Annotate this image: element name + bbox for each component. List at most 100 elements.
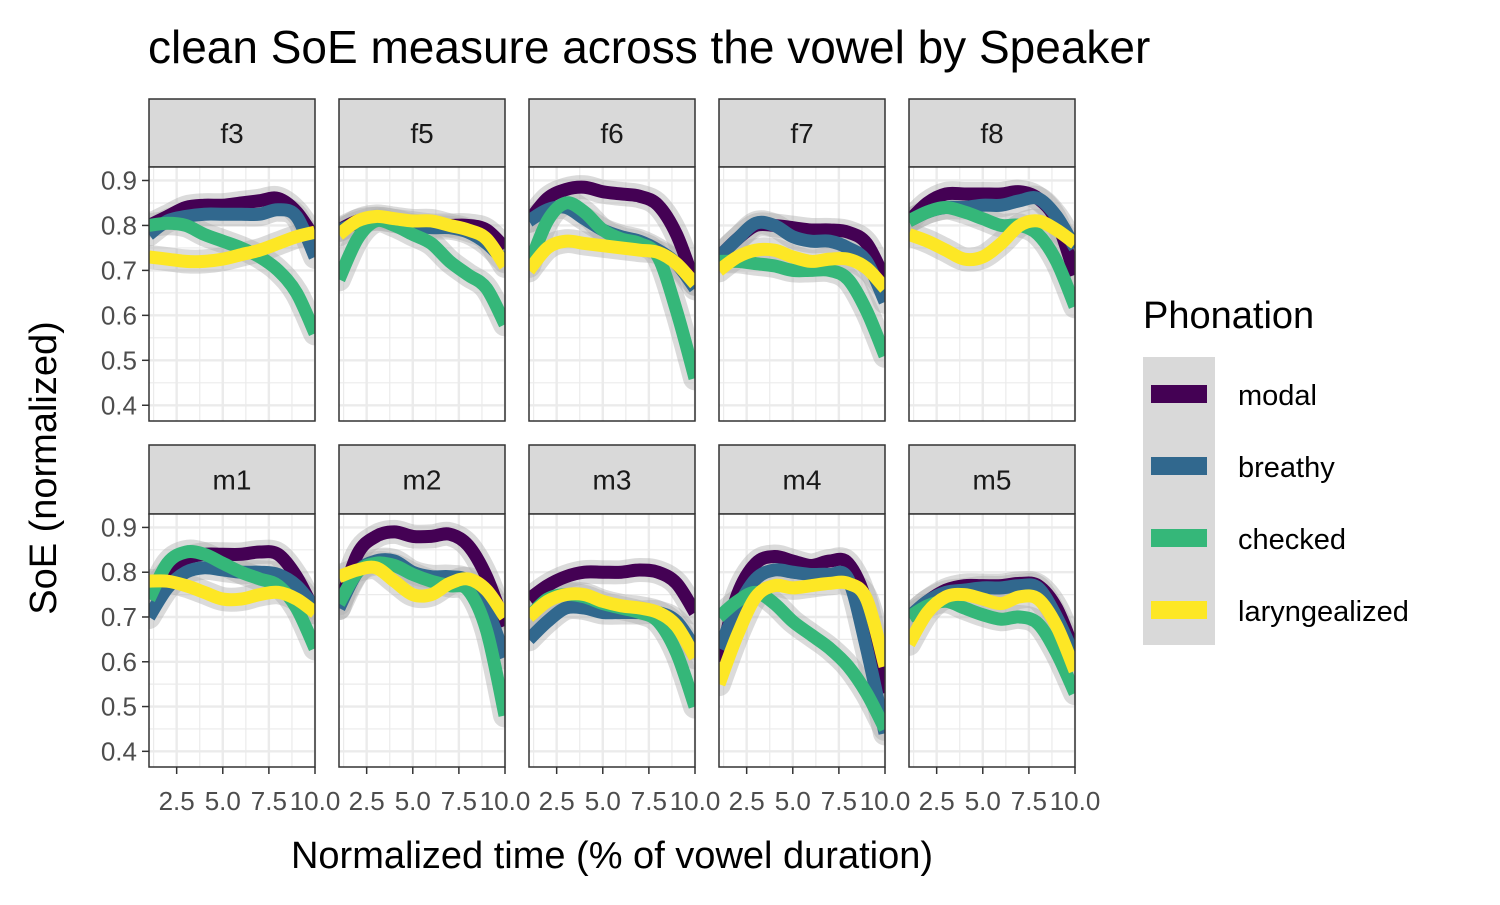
series-group [909, 179, 1075, 319]
x-tick-label: 7.5 [821, 786, 857, 816]
panel-border [338, 166, 506, 422]
series-line-laryngealized [719, 575, 885, 687]
legend-label-laryngealized: laryngealized [1238, 596, 1409, 628]
panel-border [718, 166, 886, 422]
series-line-modal [529, 563, 695, 616]
facet-strip [148, 444, 316, 515]
series-line-laryngealized [149, 574, 315, 618]
series-line-laryngealized [719, 242, 885, 293]
facet-strip [148, 98, 316, 168]
gridlines [909, 514, 1077, 767]
series-line-checked [339, 213, 505, 328]
facet-panels: f3 0.4 0.5 0.6 0.7 0.8 0.9 f5 f6 f7 f8 m1 0.4 0.5 0.6 0… [101, 98, 1101, 816]
y-tick-label: 0.7 [101, 255, 137, 285]
x-tick-label: 10.0 [670, 786, 721, 816]
facet-strip-label: m3 [593, 465, 632, 496]
facet-strip [528, 98, 696, 168]
y-tick-label: 0.4 [101, 736, 137, 766]
x-tick-label: 5.0 [775, 786, 811, 816]
y-tick-label: 0.8 [101, 557, 137, 587]
legend-title: Phonation [1143, 295, 1314, 337]
panel-border [718, 513, 886, 768]
y-tick-label: 0.5 [101, 345, 137, 375]
x-tick-label: 10.0 [860, 786, 911, 816]
x-tick-label: 2.5 [349, 786, 385, 816]
y-tick-label: 0.9 [101, 512, 137, 542]
y-tick-label: 0.9 [101, 165, 137, 195]
x-tick-label: 5.0 [585, 786, 621, 816]
x-tick-label: 10.0 [480, 786, 531, 816]
facet-panel-m5: m5 2.5 5.0 7.5 10.0 [908, 444, 1101, 816]
facet-panel-f7: f7 [718, 98, 887, 422]
panel-border [528, 513, 696, 768]
facet-strip [908, 444, 1076, 515]
series-line-breathy [719, 215, 885, 305]
facet-strip-label: m1 [213, 465, 252, 496]
panel-border [148, 166, 316, 422]
x-tick-label: 7.5 [1011, 786, 1047, 816]
facet-panel-m1: m1 0.4 0.5 0.6 0.7 0.8 0.9 2.5 5.0 7.5 10.0 [101, 444, 341, 816]
panel-border [338, 513, 506, 768]
facet-strip [908, 98, 1076, 168]
facet-panel-m3: m3 2.5 5.0 7.5 10.0 [528, 444, 721, 816]
series-line-laryngealized [149, 225, 315, 269]
facet-strip-label: f5 [410, 118, 433, 149]
series-line-modal [149, 545, 315, 616]
series-group [529, 175, 695, 391]
facet-strip-label: f8 [980, 118, 1003, 149]
x-tick-label: 2.5 [159, 786, 195, 816]
y-axis-title: SoE (normalized) [23, 321, 65, 615]
series-line-checked [719, 254, 885, 359]
y-tick-label: 0.4 [101, 390, 137, 420]
facet-strip-label: f7 [790, 118, 813, 149]
facet-strip-label: f3 [220, 118, 243, 149]
x-tick-label: 10.0 [290, 786, 341, 816]
facet-strip-label: m5 [973, 465, 1012, 496]
panel-border [908, 166, 1076, 422]
facet-strip [718, 98, 886, 168]
panel-border [148, 513, 316, 768]
y-tick-label: 0.7 [101, 602, 137, 632]
series-line-laryngealized [339, 560, 505, 621]
series-group [719, 544, 885, 746]
series-line-modal [529, 180, 695, 287]
series-group [529, 557, 695, 719]
facet-panel-m4: m4 2.5 5.0 7.5 10.0 [718, 444, 911, 816]
panel-border [908, 513, 1076, 768]
facet-panel-f8: f8 [908, 98, 1077, 422]
series-line-checked [149, 216, 315, 337]
legend-label-modal: modal [1238, 380, 1317, 412]
x-tick-label: 7.5 [631, 786, 667, 816]
facet-strip-label: m4 [783, 465, 822, 496]
x-tick-label: 2.5 [729, 786, 765, 816]
series-group [149, 539, 315, 661]
series-line-laryngealized [339, 209, 505, 270]
x-tick-label: 7.5 [441, 786, 477, 816]
series-group [339, 519, 505, 728]
x-axis-title: Normalized time (% of vowel duration) [291, 835, 933, 877]
series-line-laryngealized [909, 587, 1075, 674]
x-tick-label: 2.5 [539, 786, 575, 816]
facet-strip [718, 444, 886, 515]
facet-panel-f6: f6 [528, 98, 697, 422]
x-tick-label: 10.0 [1050, 786, 1101, 816]
series-line-laryngealized [909, 214, 1075, 267]
x-tick-label: 7.5 [251, 786, 287, 816]
series-line-modal [339, 525, 505, 629]
x-tick-label: 5.0 [205, 786, 241, 816]
series-line-laryngealized [529, 587, 695, 661]
facet-panel-f3: f3 0.4 0.5 0.6 0.7 0.8 0.9 [101, 98, 317, 422]
series-group [149, 185, 315, 346]
y-tick-label: 0.6 [101, 300, 137, 330]
series-line-checked [719, 585, 885, 732]
y-tick-label: 0.8 [101, 210, 137, 240]
series-group [339, 204, 505, 337]
facet-strip-label: f6 [600, 118, 623, 149]
x-tick-label: 5.0 [965, 786, 1001, 816]
series-line-checked [529, 196, 695, 381]
facet-strip-label: m2 [403, 465, 442, 496]
series-line-laryngealized [529, 234, 695, 289]
facet-panel-f5: f5 [338, 98, 507, 422]
series-group [909, 570, 1075, 706]
